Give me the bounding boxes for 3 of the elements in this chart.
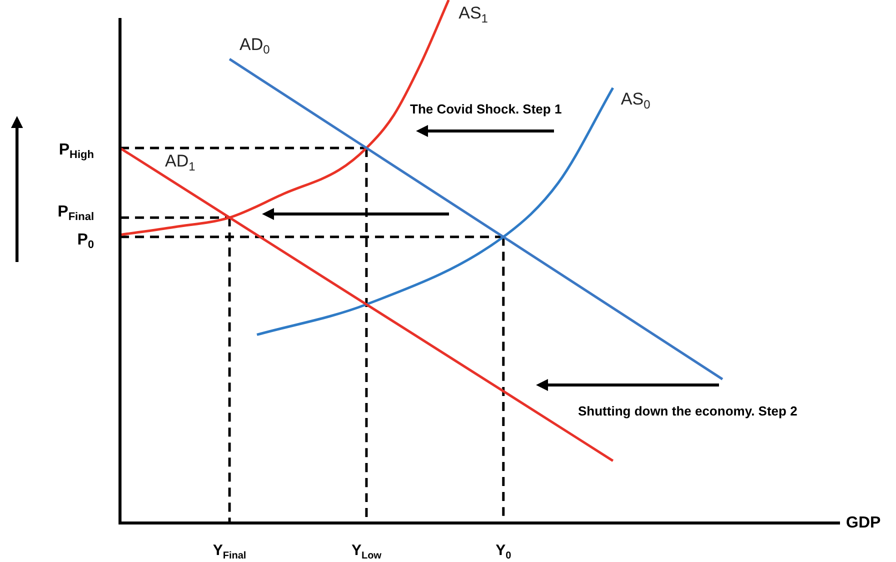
annotation: Shutting down the economy. Step 2 — [578, 404, 798, 419]
x-axis-title: GDP — [846, 514, 881, 532]
annotation: The Covid Shock. Step 1 — [410, 102, 562, 117]
